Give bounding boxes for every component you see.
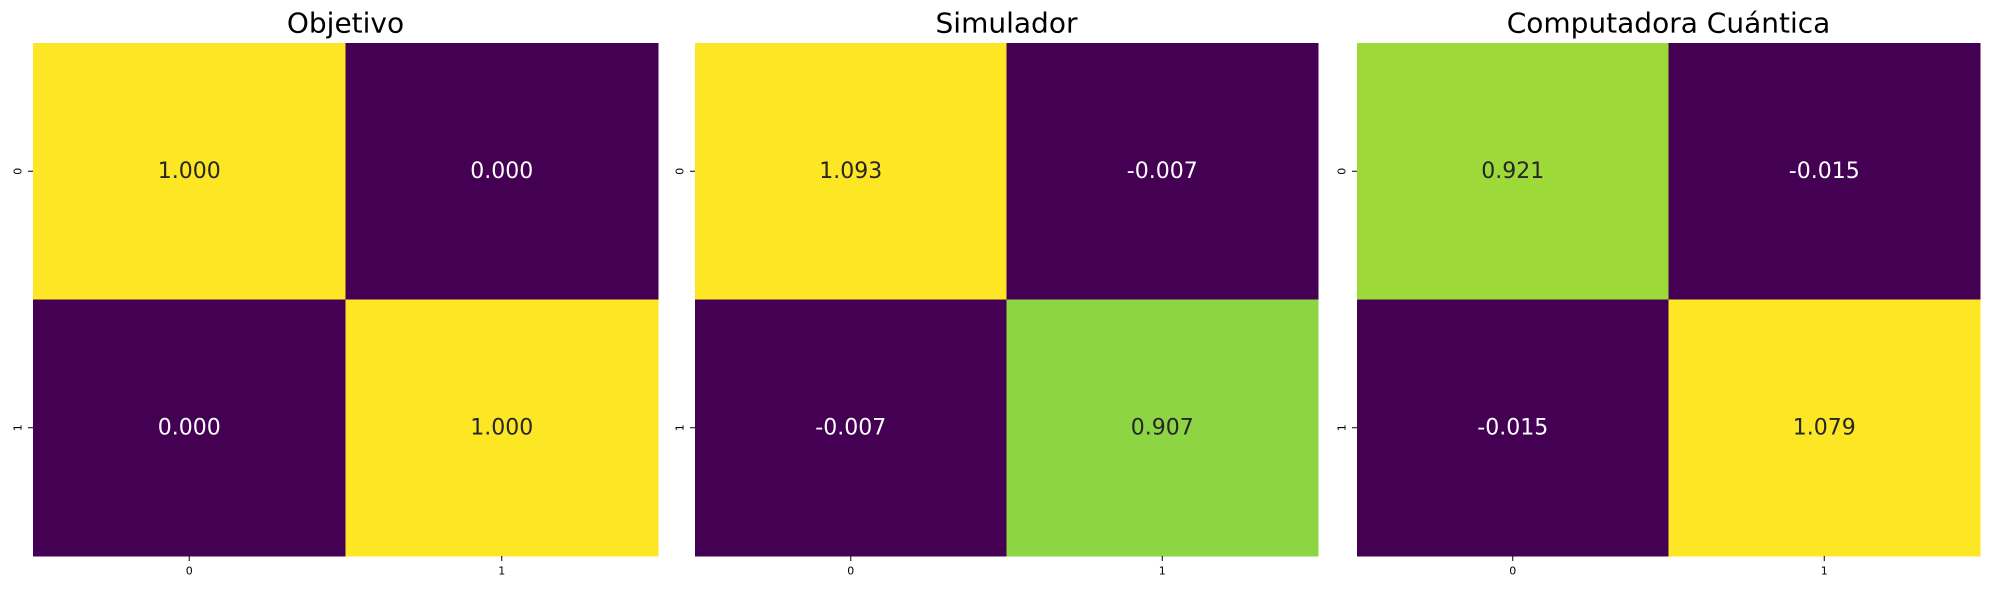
y-tick-label: 1	[674, 424, 687, 431]
cell-value-label: 1.000	[470, 415, 533, 440]
y-tick-label: 1	[1336, 424, 1349, 431]
panel-title: Computadora Cuántica	[1507, 7, 1831, 40]
y-tick-label: 0	[12, 168, 25, 175]
heatmap-panel-1: 1.000 0.000 0.000 1.000 Objetivo 0 1 0 1	[12, 7, 659, 578]
y-tick-label: 0	[1336, 168, 1349, 175]
cell-value-label: -0.015	[1789, 159, 1860, 184]
cell-value-label: -0.007	[1127, 159, 1198, 184]
heatmap-cell	[345, 43, 659, 300]
heatmap-cell	[695, 43, 1007, 300]
x-tick-label: 1	[1159, 565, 1166, 578]
heatmap-cell	[33, 43, 346, 300]
panel-title: Objetivo	[287, 7, 404, 40]
heatmap-cell	[345, 299, 659, 557]
x-tick-label: 1	[498, 565, 505, 578]
cell-value-label: -0.007	[815, 415, 886, 440]
heatmap-cell	[1668, 43, 1981, 300]
x-tick-label: 0	[186, 565, 193, 578]
heatmap-cell	[695, 299, 1007, 557]
heatmap-cell	[1006, 43, 1319, 300]
cell-value-label: 1.079	[1793, 415, 1856, 440]
cell-value-label: 0.907	[1131, 415, 1194, 440]
cell-value-label: 0.000	[470, 159, 533, 184]
cell-value-label: 0.000	[158, 415, 221, 440]
heatmap-panel-2: 1.093 -0.007 -0.007 0.907 Simulador 0 1 0 1	[674, 7, 1319, 578]
y-tick-label: 1	[12, 424, 25, 431]
x-tick-label: 0	[1509, 565, 1516, 578]
x-tick-label: 0	[847, 565, 854, 578]
cell-value-label: -0.015	[1477, 415, 1548, 440]
cell-value-label: 1.000	[158, 159, 221, 184]
cell-value-label: 0.921	[1481, 159, 1544, 184]
heatmap-cell	[1357, 43, 1669, 300]
panel-title: Simulador	[936, 7, 1078, 40]
heatmap-panel-3: 0.921 -0.015 -0.015 1.079 Computadora Cuánti…	[1336, 7, 1981, 578]
heatmap-cell	[33, 299, 346, 557]
x-tick-label: 1	[1821, 565, 1828, 578]
heatmap-cell	[1668, 299, 1981, 557]
heatmap-cell	[1006, 299, 1319, 557]
cell-value-label: 1.093	[819, 159, 882, 184]
y-tick-label: 0	[674, 168, 687, 175]
heatmap-cell	[1357, 299, 1669, 557]
